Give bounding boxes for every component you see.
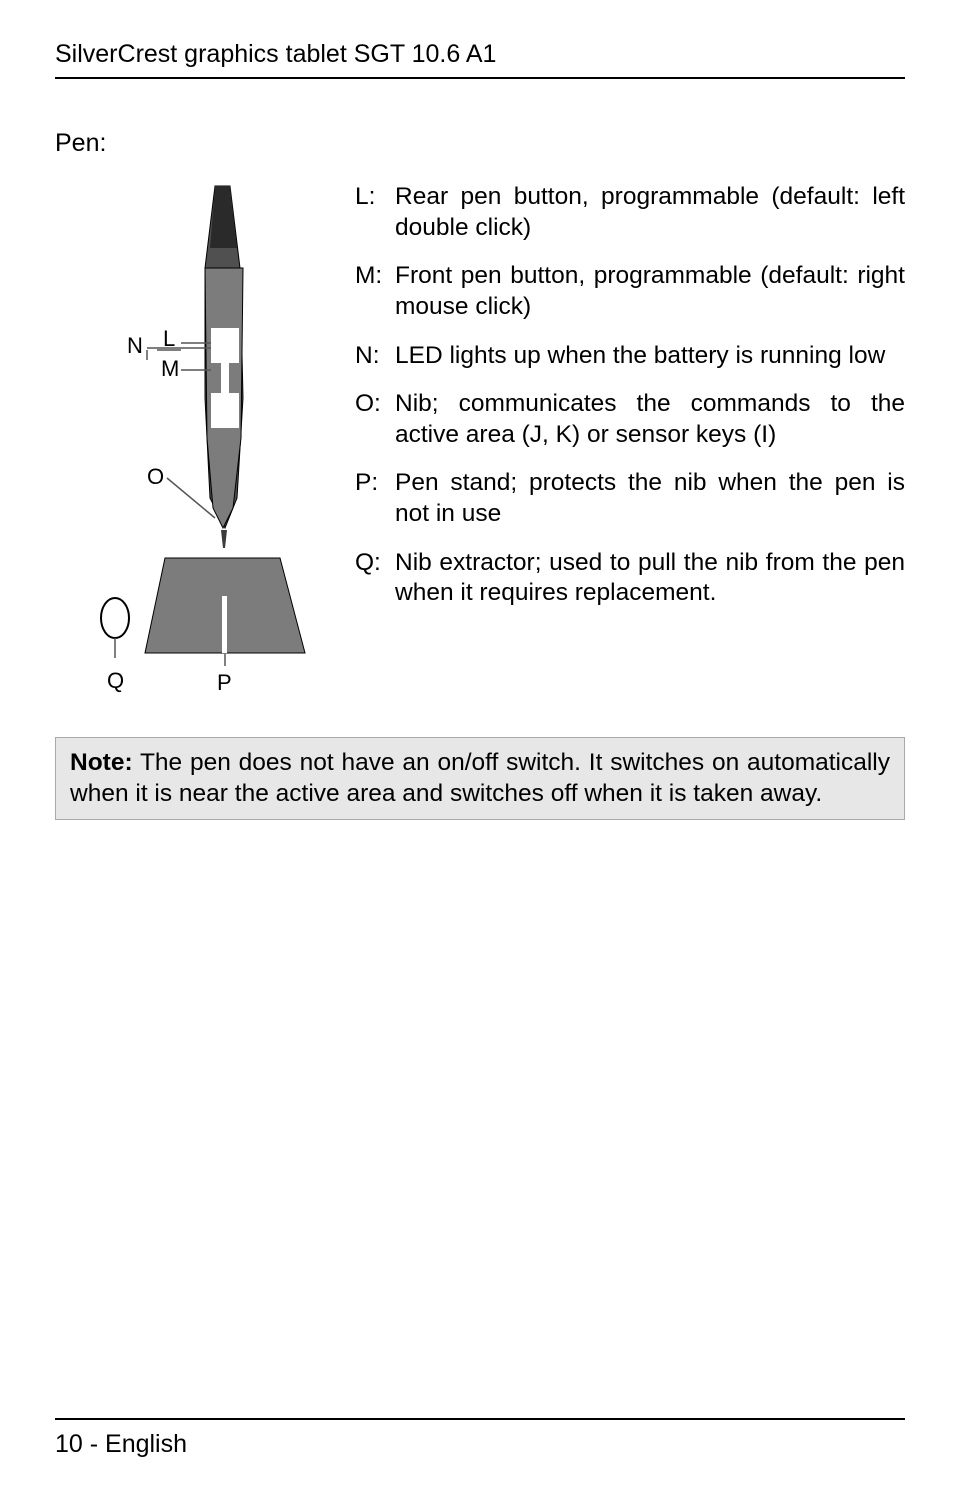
definition-item: L: Rear pen button, programmable (defaul… <box>355 182 905 243</box>
definition-text: Nib; communicates the commands to the ac… <box>395 389 905 450</box>
definition-text: Pen stand; protects the nib when the pen… <box>395 468 905 529</box>
definition-item: N: LED lights up when the battery is run… <box>355 341 905 372</box>
page-footer: 10 - English <box>55 1418 905 1459</box>
definition-text: Nib extractor; used to pull the nib from… <box>395 548 905 609</box>
definition-text: LED lights up when the battery is runnin… <box>395 341 905 372</box>
definitions-list: L: Rear pen button, programmable (defaul… <box>355 178 905 703</box>
definition-label: M: <box>355 261 395 322</box>
definition-text: Front pen button, programmable (default:… <box>395 261 905 322</box>
pen-diagram-svg: N L M O Q P <box>55 178 315 698</box>
definition-label: L: <box>355 182 395 243</box>
page-header-title: SilverCrest graphics tablet SGT 10.6 A1 <box>55 40 905 79</box>
diagram-label-p: P <box>217 670 232 695</box>
definition-item: M: Front pen button, programmable (defau… <box>355 261 905 322</box>
section-title: Pen: <box>55 129 905 158</box>
definition-item: P: Pen stand; protects the nib when the … <box>355 468 905 529</box>
definition-text: Rear pen button, programmable (default: … <box>395 182 905 243</box>
definition-item: Q: Nib extractor; used to pull the nib f… <box>355 548 905 609</box>
nib-extractor-icon <box>101 598 129 638</box>
definition-label: P: <box>355 468 395 529</box>
diagram-label-n: N <box>127 333 143 358</box>
note-box: Note: The pen does not have an on/off sw… <box>55 737 905 820</box>
definition-label: O: <box>355 389 395 450</box>
note-label: Note: <box>70 749 133 776</box>
diagram-label-q: Q <box>107 668 124 693</box>
diagram-label-l: L <box>163 326 175 351</box>
pen-diagram: N L M O Q P <box>55 178 315 703</box>
diagram-label-o: O <box>147 464 164 489</box>
content-row: N L M O Q P <box>55 178 905 703</box>
note-text: The pen does not have an on/off switch. … <box>70 749 890 807</box>
definition-label: N: <box>355 341 395 372</box>
definition-label: Q: <box>355 548 395 609</box>
definition-item: O: Nib; communicates the commands to the… <box>355 389 905 450</box>
diagram-label-m: M <box>161 356 179 381</box>
pen-body-group <box>205 186 243 528</box>
pen-stand-slot <box>222 596 227 653</box>
pen-nib-icon <box>221 530 227 548</box>
